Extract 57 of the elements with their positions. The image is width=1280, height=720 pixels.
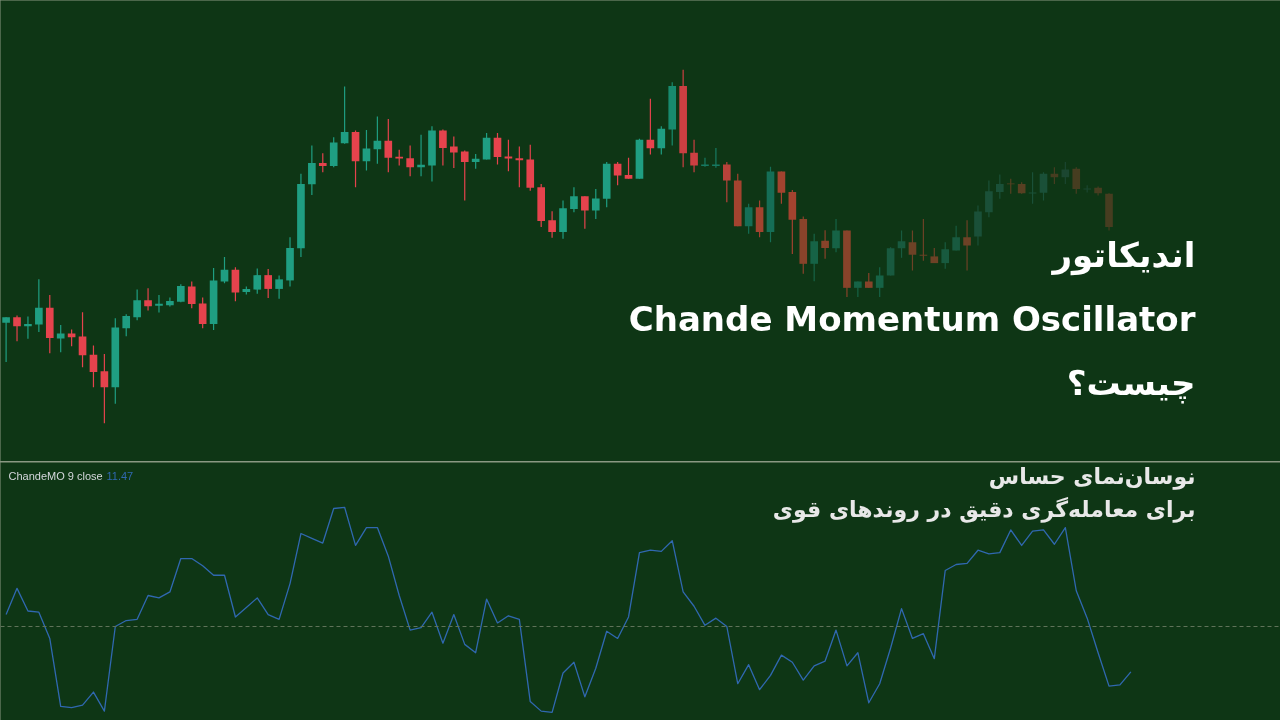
- candlestick: [581, 195, 589, 230]
- candlestick: [854, 280, 862, 298]
- candlestick: [810, 233, 818, 282]
- candlestick: [1094, 185, 1102, 197]
- candlestick: [406, 144, 414, 177]
- candlestick: [56, 324, 65, 353]
- candlestick: [777, 170, 786, 205]
- candlestick: [548, 210, 556, 239]
- candlestick: [460, 149, 469, 202]
- candlestick: [1072, 166, 1081, 195]
- candlestick: [13, 314, 21, 342]
- candlestick: [100, 353, 109, 424]
- candlestick: [1061, 161, 1070, 185]
- candlestick: [308, 144, 316, 196]
- candlestick: [952, 225, 960, 251]
- candlestick: [624, 157, 633, 180]
- candlestick: [35, 278, 43, 333]
- candlestick: [166, 296, 174, 308]
- chart-title: ChandeMO 9 close: [8, 469, 103, 482]
- candlestick: [122, 313, 131, 337]
- candlestick: [439, 128, 447, 167]
- candlestick: [482, 132, 491, 161]
- candlestick: [384, 118, 393, 173]
- candlestick: [559, 199, 567, 240]
- candlestick: [963, 219, 971, 272]
- candlestick: [329, 136, 338, 168]
- candlestick: [996, 173, 1004, 200]
- candlestick: [450, 135, 458, 169]
- candlestick: [657, 125, 666, 156]
- candlestick: [744, 203, 753, 235]
- candlestick: [504, 139, 513, 172]
- candlestick: [89, 344, 98, 388]
- candlestick: [941, 241, 950, 270]
- candlestick: [340, 85, 349, 145]
- candlestick: [985, 179, 993, 218]
- candlestick: [723, 161, 731, 203]
- candlestick: [591, 188, 600, 220]
- candlestick: [2, 316, 10, 363]
- candlestick: [821, 229, 829, 260]
- candlestick: [253, 267, 262, 295]
- candlestick: [570, 186, 578, 213]
- text: 11.47: [106, 469, 134, 482]
- candlestick: [832, 218, 840, 253]
- candlestick: [318, 152, 327, 173]
- candlestick: [264, 268, 272, 299]
- candlestick: [275, 274, 283, 300]
- candlestick: [133, 289, 141, 321]
- candlestick: [690, 139, 698, 173]
- candlestick: [875, 266, 884, 298]
- candlestick: [897, 230, 906, 259]
- candlestick: [187, 280, 196, 309]
- candlestick: [1039, 171, 1048, 202]
- candlestick: [144, 287, 152, 312]
- candlestick: [908, 230, 917, 272]
- text: نوسان‌نمای حساس برای معامله‌گری دقیق در روندهای قوی: [772, 464, 1196, 523]
- candlestick: [198, 296, 207, 329]
- candlestick: [155, 294, 163, 314]
